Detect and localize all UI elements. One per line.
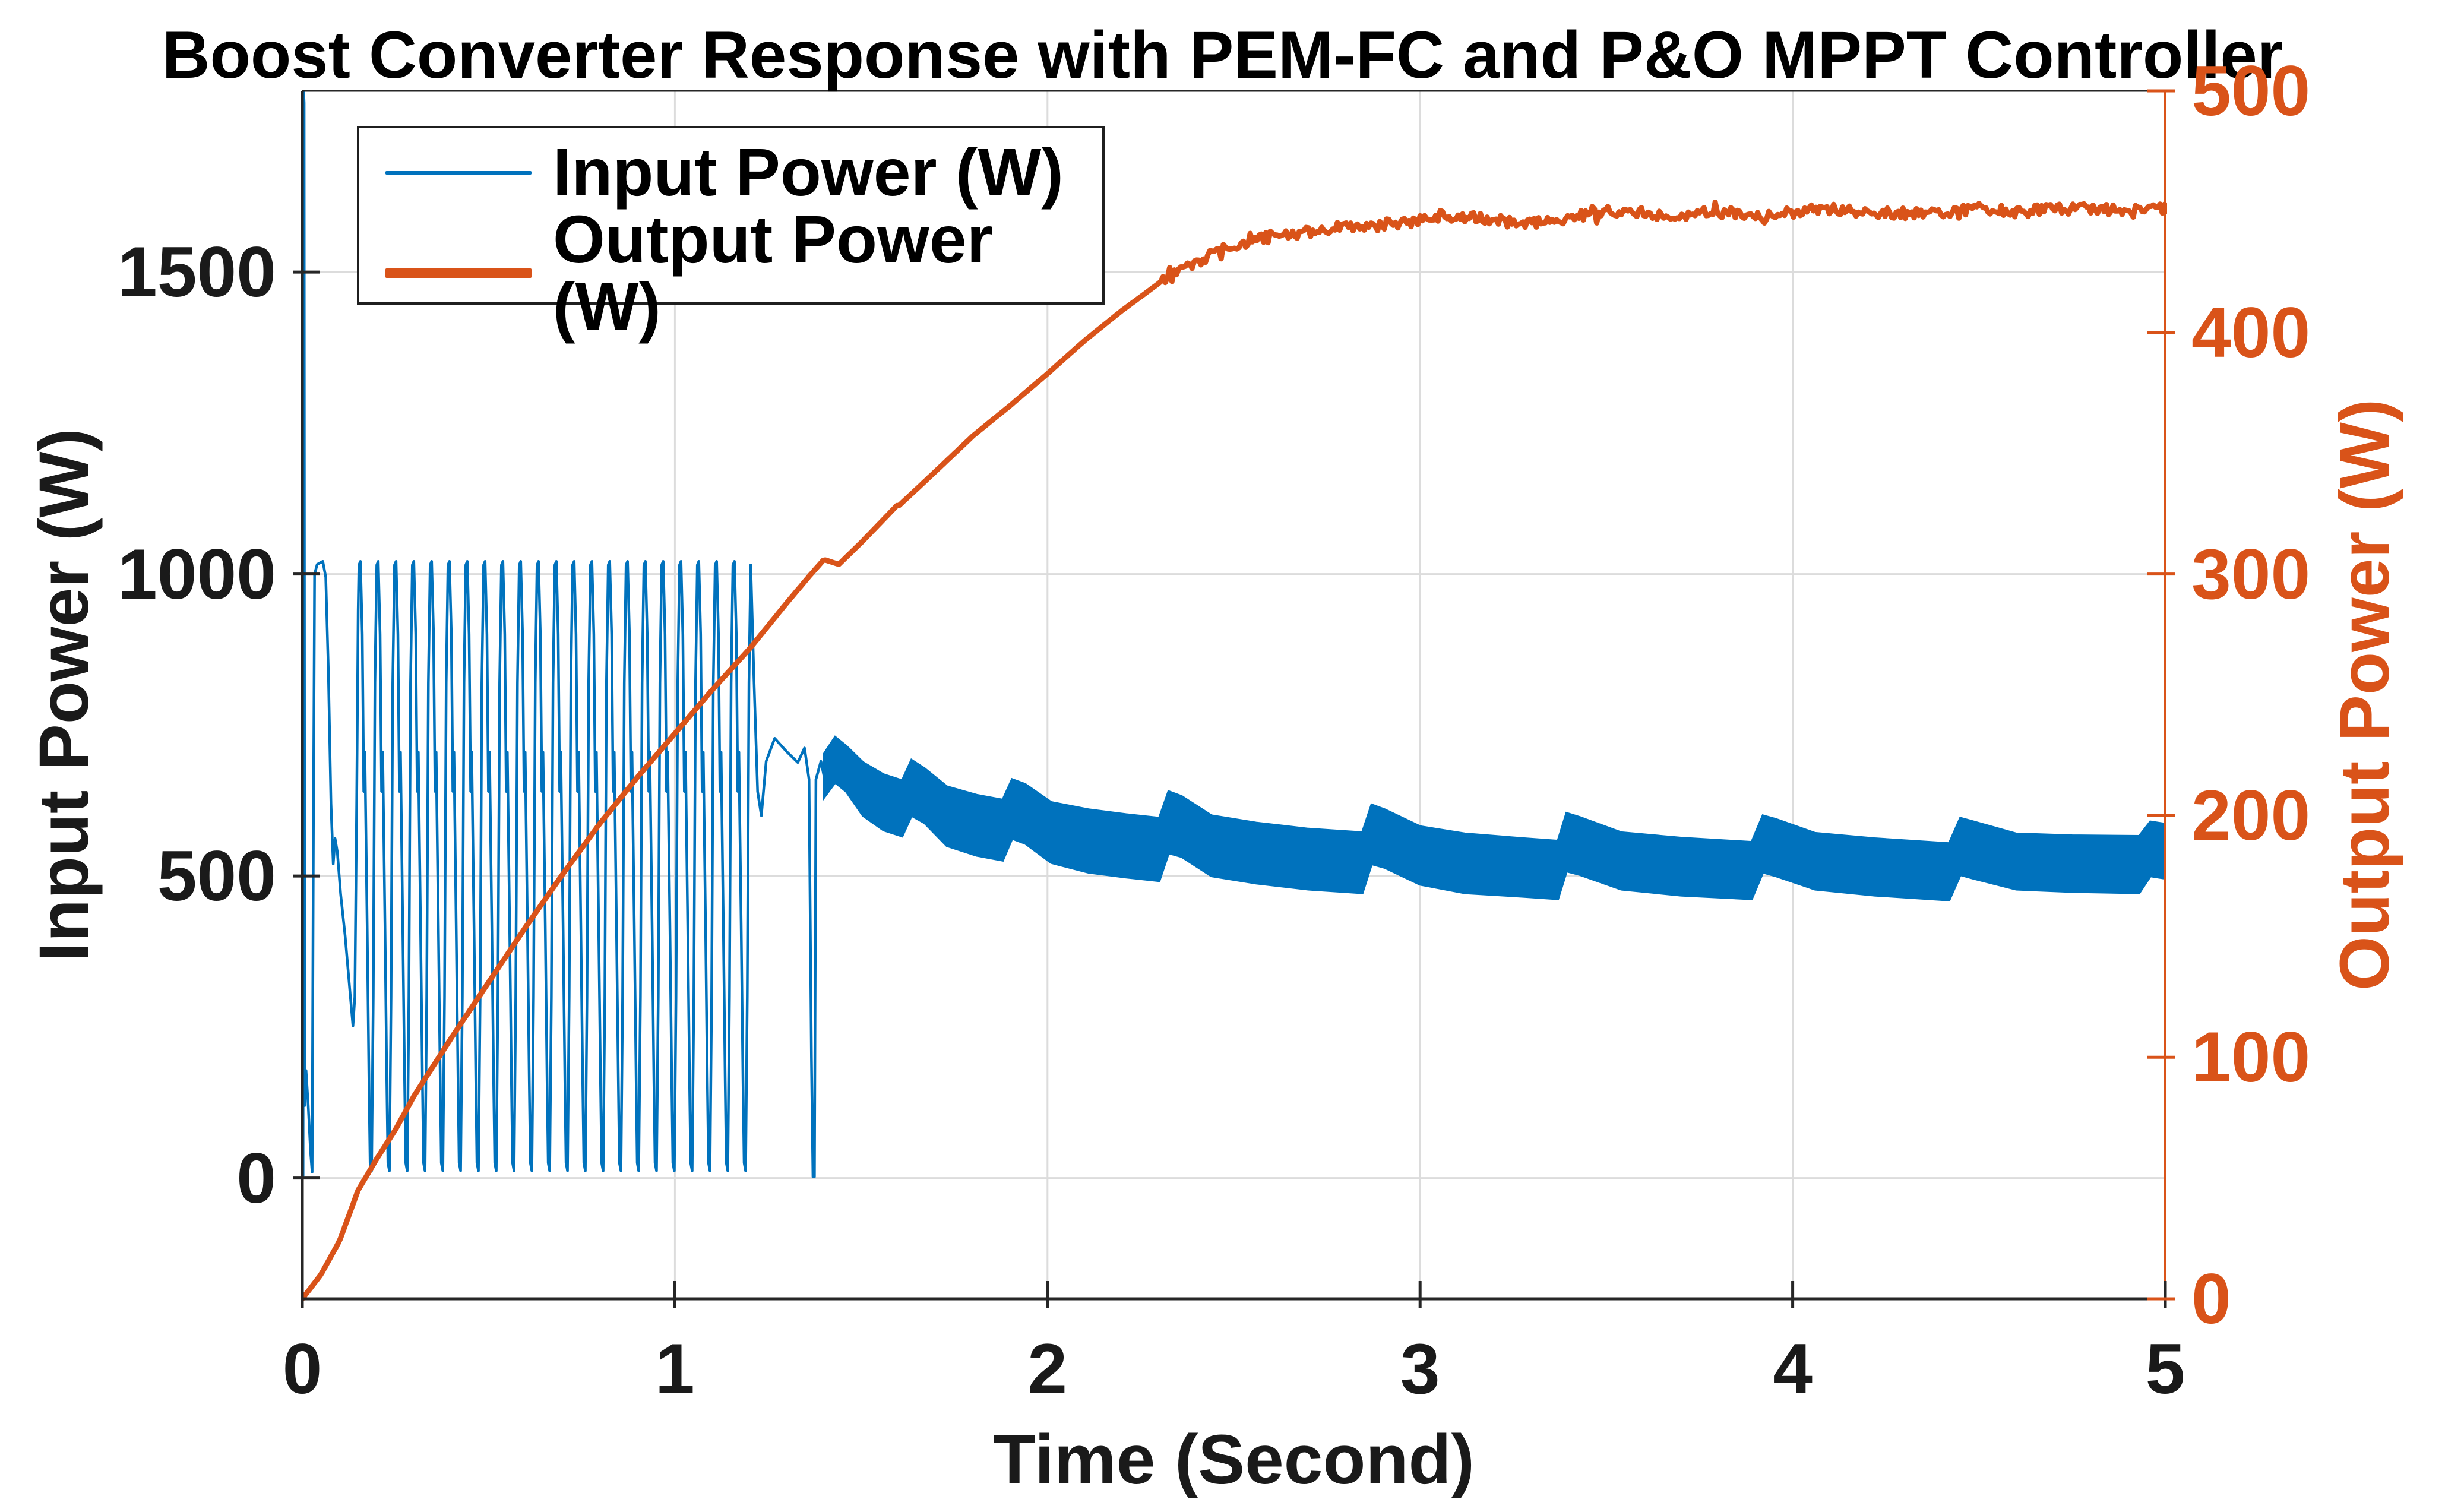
y-right-tick-label: 100	[2191, 1017, 2311, 1097]
x-axis-label: Time (Second)	[993, 1421, 1475, 1499]
y-right-tick-label: 300	[2191, 534, 2311, 614]
y-left-tick-label: 1000	[118, 534, 276, 614]
x-tick-label: 0	[282, 1329, 322, 1409]
output-power-line	[301, 200, 2167, 1301]
y-left-tick-label: 1500	[118, 232, 276, 312]
legend-item-output-power: Output Power (W)	[385, 206, 1096, 340]
y-left-tick-label: 500	[157, 836, 276, 916]
legend-label: Output Power (W)	[553, 202, 993, 344]
legend-item-input-power: Input Power (W)	[385, 139, 1096, 206]
y-right-tick-label: 500	[2191, 51, 2311, 131]
y-axis-label-right: Output Power (W)	[2326, 398, 2404, 991]
y-right-tick-label: 400	[2191, 292, 2311, 372]
legend-line-swatch-blue	[385, 170, 532, 175]
y-left-tick-label: 0	[236, 1138, 276, 1218]
legend: Input Power (W) Output Power (W)	[357, 126, 1105, 340]
x-tick-label: 1	[655, 1329, 695, 1409]
legend-line-swatch-orange	[385, 268, 532, 278]
x-tick-label: 4	[1773, 1329, 1813, 1409]
x-tick-label: 2	[1027, 1329, 1068, 1409]
axes	[293, 89, 2175, 1308]
y-right-tick-label: 200	[2191, 776, 2311, 856]
x-tick-label: 3	[1400, 1329, 1440, 1409]
chart-title: Boost Converter Response with PEM-FC and…	[162, 18, 2283, 92]
input-power-line	[301, 90, 825, 1178]
x-tick-label: 5	[2145, 1329, 2185, 1409]
legend-label: Input Power (W)	[553, 135, 1064, 210]
y-right-tick-label: 0	[2191, 1259, 2231, 1339]
